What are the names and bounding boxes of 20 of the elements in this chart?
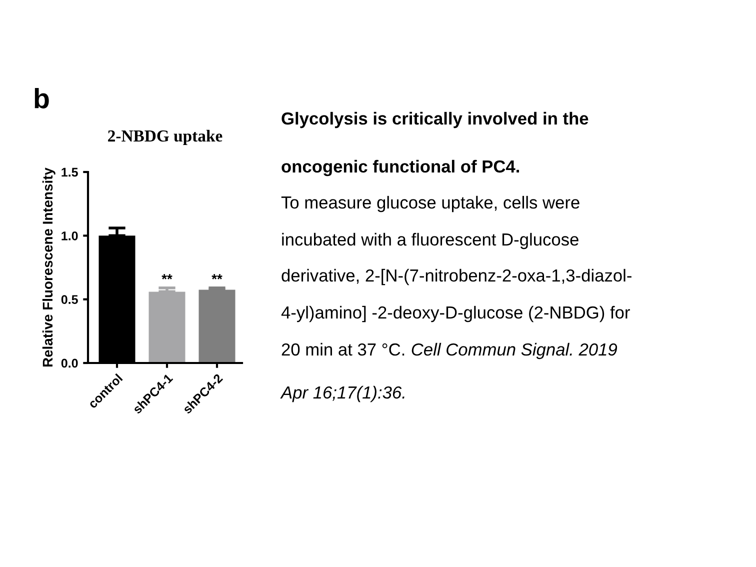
y-tick-label: 0.0: [61, 358, 78, 368]
text: b: [34, 88, 49, 108]
annotation: **: [212, 274, 222, 280]
bar: [148, 292, 186, 363]
y-tick-label: 1.5: [62, 168, 78, 177]
text: 4-yl)amino] -2-deoxy-D-glucose (2-NBDG) for: [281, 306, 630, 322]
text: incubated with a fluorescent D-glucose: [282, 232, 578, 250]
text: 20 min at 37 °C.: [282, 342, 404, 356]
text: oncogenic functional of PC4.: [282, 160, 520, 176]
bar: [198, 290, 236, 363]
y-axis-title: Relative Fluorescene Intensity: [42, 168, 56, 367]
text: To measure glucose uptake, cells were: [281, 196, 580, 212]
text: Cell Commun Signal. 2019: [412, 342, 618, 360]
y-tick-label: 0.5: [61, 295, 78, 304]
text: Glycolysis is critically involved in the: [282, 112, 588, 128]
text: derivative, 2-[N-(7-nitrobenz-2-oxa-1,3-diazol-: [282, 268, 632, 286]
y-tick-label: 1.0: [62, 231, 78, 240]
chart-title: 2-NBDG uptake: [108, 130, 222, 145]
text: Apr 16;17(1):36.: [280, 386, 404, 402]
annotation: **: [162, 274, 172, 280]
